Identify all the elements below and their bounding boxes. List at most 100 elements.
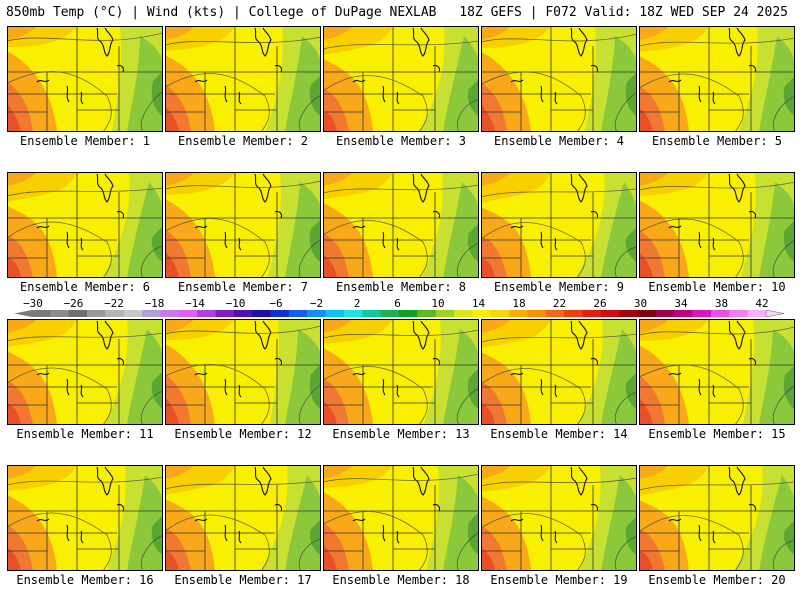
ensemble-member-map [639, 26, 795, 132]
temperature-map [7, 465, 163, 571]
temperature-map [481, 319, 637, 425]
colorbar-tick: 18 [512, 297, 526, 310]
temperature-map [481, 465, 637, 571]
colorbar-swatch [270, 310, 290, 317]
colorbar-swatch [252, 310, 271, 317]
ensemble-member-map [639, 172, 795, 278]
colorbar-swatch [490, 310, 510, 317]
member-label: Ensemble Member: 2 [177, 134, 309, 148]
temperature-map [7, 172, 163, 278]
member-label: Ensemble Member: 4 [493, 134, 625, 148]
member-label: Ensemble Member: 3 [335, 134, 467, 148]
temperature-map [481, 172, 637, 278]
colorbar-swatch [435, 310, 455, 317]
colorbar-swatch [674, 310, 693, 317]
temperature-colorbar [14, 309, 785, 318]
temperature-map [7, 319, 163, 425]
colorbar-swatch [637, 310, 657, 317]
colorbar-swatch [380, 310, 400, 317]
member-label: Ensemble Member: 5 [651, 134, 783, 148]
ensemble-member-map [481, 319, 637, 425]
colorbar-swatch [472, 310, 492, 317]
ensemble-member-map [323, 465, 479, 571]
colorbar-swatch [362, 310, 381, 317]
member-label: Ensemble Member: 11 [16, 427, 154, 441]
member-label: Ensemble Member: 14 [490, 427, 628, 441]
colorbar-tick: −30 [23, 297, 43, 310]
colorbar-swatch [527, 310, 547, 317]
member-label: Ensemble Member: 19 [490, 573, 628, 587]
colorbar-swatch [545, 310, 565, 317]
temperature-map [165, 465, 321, 571]
temperature-map [7, 26, 163, 132]
ensemble-member-map [165, 172, 321, 278]
member-label: Ensemble Member: 20 [648, 573, 786, 587]
colorbar-tick: −22 [104, 297, 124, 310]
colorbar-tick: −14 [185, 297, 205, 310]
colorbar-tick: 10 [431, 297, 445, 310]
temperature-map [165, 26, 321, 132]
colorbar-swatch [50, 310, 69, 317]
colorbar-swatch [600, 310, 620, 317]
colorbar-tick: 30 [633, 297, 648, 310]
colorbar-swatch [307, 310, 326, 317]
colorbar-tick: −26 [63, 297, 84, 310]
colorbar-swatch [747, 310, 767, 317]
member-label: Ensemble Member: 18 [332, 573, 470, 587]
temperature-map [165, 319, 321, 425]
colorbar-swatch [32, 310, 51, 317]
ensemble-member-map [7, 26, 163, 132]
member-label: Ensemble Member: 9 [493, 280, 625, 294]
colorbar-swatch [619, 310, 638, 317]
colorbar-swatch [142, 310, 161, 317]
colorbar-swatch [399, 310, 418, 317]
colorbar-tick: 34 [674, 297, 688, 310]
colorbar-swatch [417, 310, 436, 317]
ensemble-member-map [481, 26, 637, 132]
ensemble-member-map [481, 465, 637, 571]
ensemble-member-map [323, 26, 479, 132]
temperature-map [639, 465, 795, 571]
member-label: Ensemble Member: 16 [16, 573, 154, 587]
colorbar-tick: 22 [552, 297, 567, 310]
ensemble-member-map [323, 172, 479, 278]
colorbar-tick: 14 [471, 297, 486, 310]
colorbar-swatch [692, 310, 712, 317]
colorbar-tick: 38 [714, 297, 729, 310]
colorbar-swatch [564, 310, 583, 317]
temperature-map [481, 26, 637, 132]
ensemble-member-map [639, 465, 795, 571]
colorbar-tick: −18 [144, 297, 165, 310]
colorbar-swatch [233, 310, 253, 317]
colorbar-swatch [710, 310, 730, 317]
temperature-map [323, 319, 479, 425]
temperature-map [639, 319, 795, 425]
colorbar-swatch [729, 310, 748, 317]
colorbar-swatch [288, 310, 308, 317]
ensemble-member-map [639, 319, 795, 425]
ensemble-member-map [481, 172, 637, 278]
ensemble-member-map [323, 319, 479, 425]
ensemble-member-map [165, 319, 321, 425]
temperature-map [165, 172, 321, 278]
member-label: Ensemble Member: 6 [19, 280, 151, 294]
colorbar-swatch [325, 310, 345, 317]
ensemble-member-map [7, 172, 163, 278]
member-label: Ensemble Member: 10 [648, 280, 786, 294]
temperature-map [639, 26, 795, 132]
valid-time-label: 18Z GEFS | F072 Valid: 18Z WED SEP 24 20… [459, 5, 788, 20]
colorbar-swatch [160, 310, 180, 317]
ensemble-member-map [7, 465, 163, 571]
ensemble-member-map [7, 319, 163, 425]
temperature-map [639, 172, 795, 278]
colorbar-swatch [87, 310, 106, 317]
ensemble-member-map [165, 465, 321, 571]
colorbar-swatch [178, 310, 198, 317]
colorbar-swatch [197, 310, 216, 317]
colorbar-tick: 6 [394, 297, 401, 310]
colorbar-tick: −10 [225, 297, 246, 310]
ensemble-member-map [165, 26, 321, 132]
colorbar-tick: 42 [755, 297, 769, 310]
colorbar-tick-labels: −30 −26 −22 −18 −14 −10 −6 −2 2 6 10 14 18 22 26 30 34 38… [0, 298, 800, 310]
member-label: Ensemble Member: 13 [332, 427, 470, 441]
